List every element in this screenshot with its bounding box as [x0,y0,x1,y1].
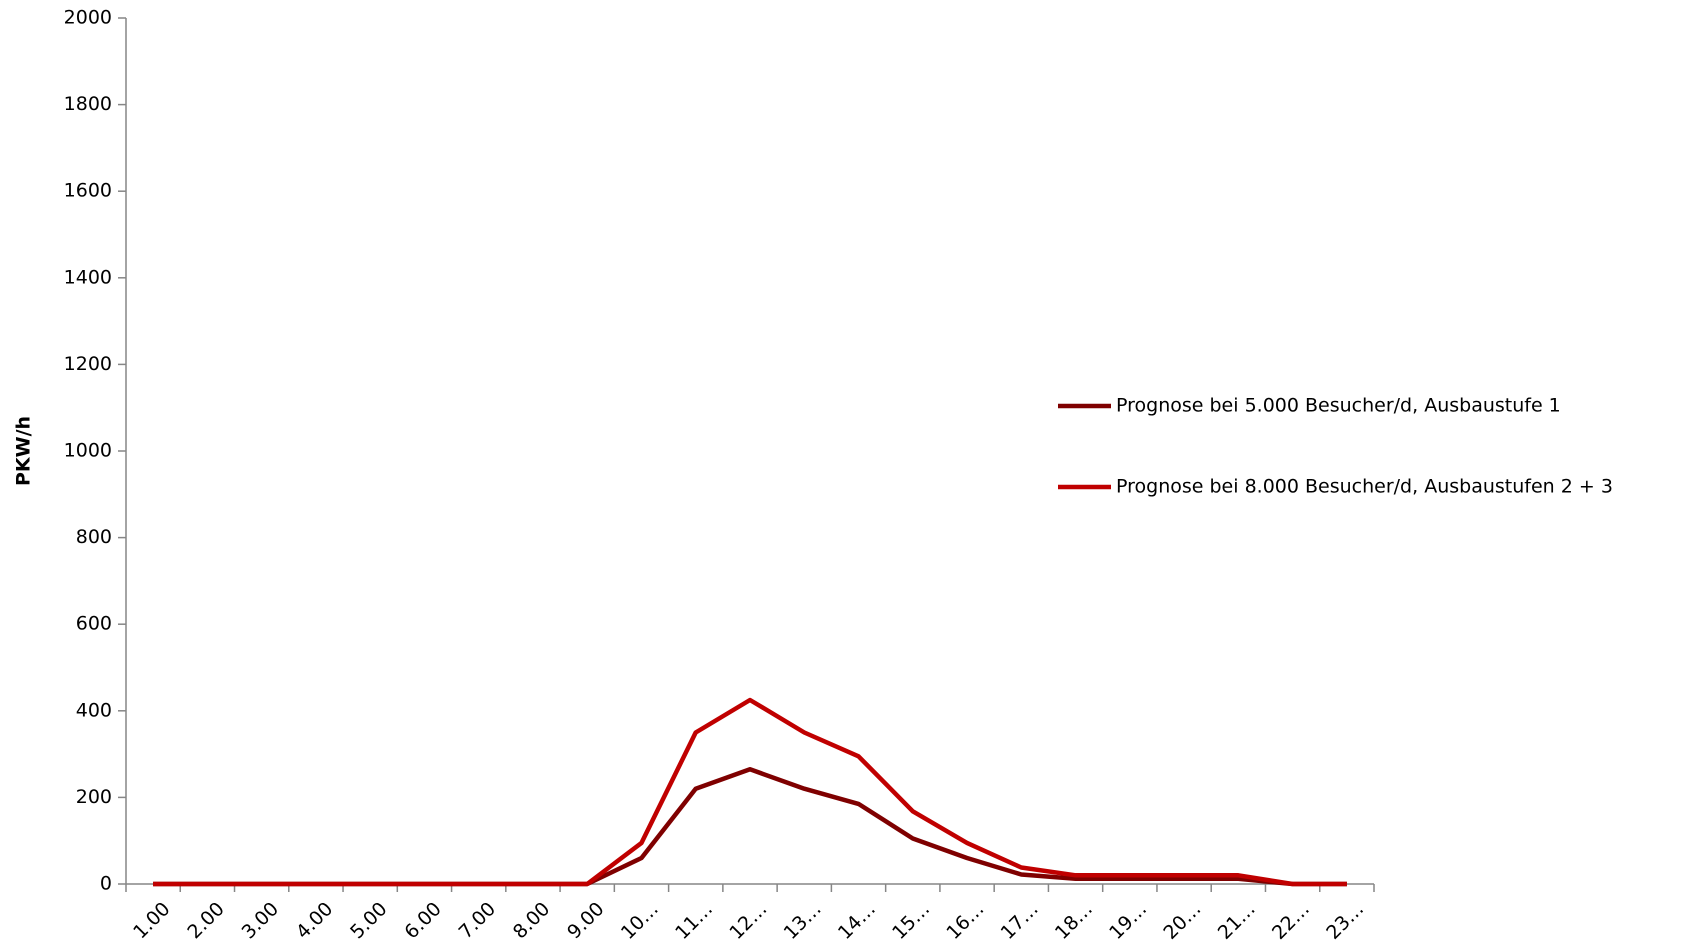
x-tick-label: 14… [834,898,880,944]
legend-label: Prognose bei 5.000 Besucher/d, Ausbaustu… [1116,395,1561,417]
x-tick-label: 3.00 [238,898,283,943]
x-tick-label: 17… [997,898,1043,944]
x-tick-label: 19… [1105,898,1151,944]
y-tick-label: 1800 [64,93,112,115]
x-tick-label: 20… [1159,898,1205,944]
x-tick-label: 6.00 [400,898,445,943]
y-tick-label: 0 [100,873,112,895]
x-tick-label: 21… [1214,898,1260,944]
y-tick-label: 1600 [64,180,112,202]
x-tick-label: 1.00 [129,898,174,943]
x-tick-label: 13… [780,898,826,944]
x-tick-label: 23… [1322,898,1368,944]
x-tick-label: 4.00 [292,898,337,943]
y-axis-label: PKW/h [13,416,35,486]
legend-label: Prognose bei 8.000 Besucher/d, Ausbaustu… [1116,476,1613,498]
y-tick-label: 800 [76,526,112,548]
x-tick-label: 10… [617,898,663,944]
y-tick-label: 1200 [64,353,112,375]
y-tick-label: 1400 [64,266,112,288]
y-tick-label: 400 [76,699,112,721]
x-tick-label: 16… [942,898,988,944]
y-tick-label: 1000 [64,440,112,462]
y-tick-label: 200 [76,786,112,808]
x-tick-label: 9.00 [563,898,608,943]
x-tick-label: 12… [725,898,771,944]
x-tick-label: 15… [888,898,934,944]
x-tick-label: 2.00 [183,898,228,943]
series-line [153,767,1347,887]
x-tick-label: 18… [1051,898,1097,944]
x-tick-label: 5.00 [346,898,391,943]
series-line [153,697,1347,887]
y-tick-label: 2000 [64,7,112,29]
y-tick-label: 600 [76,613,112,635]
x-tick-label: 8.00 [509,898,554,943]
x-tick-label: 22… [1268,898,1314,944]
x-tick-label: 7.00 [455,898,500,943]
x-tick-label: 11… [671,898,717,944]
